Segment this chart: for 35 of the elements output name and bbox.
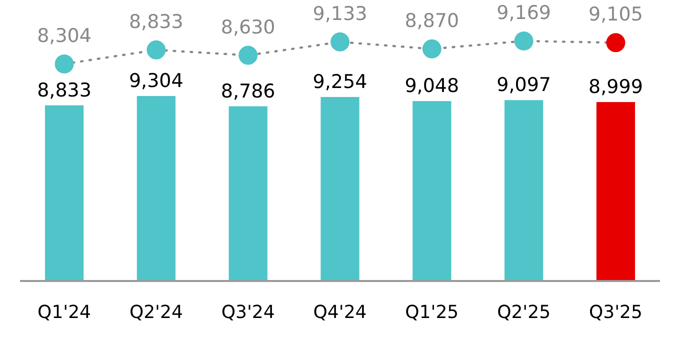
bar — [228, 106, 268, 280]
data-label: 8,786 — [220, 80, 276, 102]
bar — [136, 96, 176, 280]
point — [238, 46, 258, 65]
x-tick-label: Q1'24 — [38, 302, 92, 323]
bar — [320, 97, 360, 280]
point — [330, 32, 350, 52]
point — [422, 39, 442, 58]
x-tick-label: Q4'24 — [313, 302, 367, 323]
data-label: 8,833 — [37, 79, 92, 102]
data-label: 9,048 — [404, 75, 460, 98]
data-label: 9,097 — [496, 74, 552, 96]
x-tick-label: Q2'25 — [497, 302, 551, 323]
data-label: 9,254 — [312, 71, 368, 94]
data-label: 8,999 — [588, 76, 643, 98]
data-label: 9,304 — [128, 70, 184, 92]
bar — [44, 105, 84, 280]
data-label: 9,169 — [496, 2, 552, 24]
x-tick-label: Q3'25 — [588, 302, 642, 323]
bar — [412, 101, 452, 280]
point — [146, 40, 166, 60]
bar — [596, 102, 636, 280]
data-label: 8,833 — [128, 10, 184, 33]
x-tick-label: Q1'25 — [405, 302, 459, 323]
x-tick-label: Q2'24 — [129, 302, 183, 323]
point — [54, 54, 74, 74]
data-label: 8,870 — [404, 10, 460, 32]
data-label: 9,133 — [312, 2, 368, 25]
point — [606, 33, 626, 52]
point — [514, 31, 534, 50]
x-tick-label: Q3'24 — [221, 302, 275, 323]
data-label: 9,105 — [588, 4, 643, 26]
data-label: 8,630 — [220, 16, 276, 38]
data-label: 8,304 — [37, 24, 92, 47]
bar — [504, 100, 544, 280]
